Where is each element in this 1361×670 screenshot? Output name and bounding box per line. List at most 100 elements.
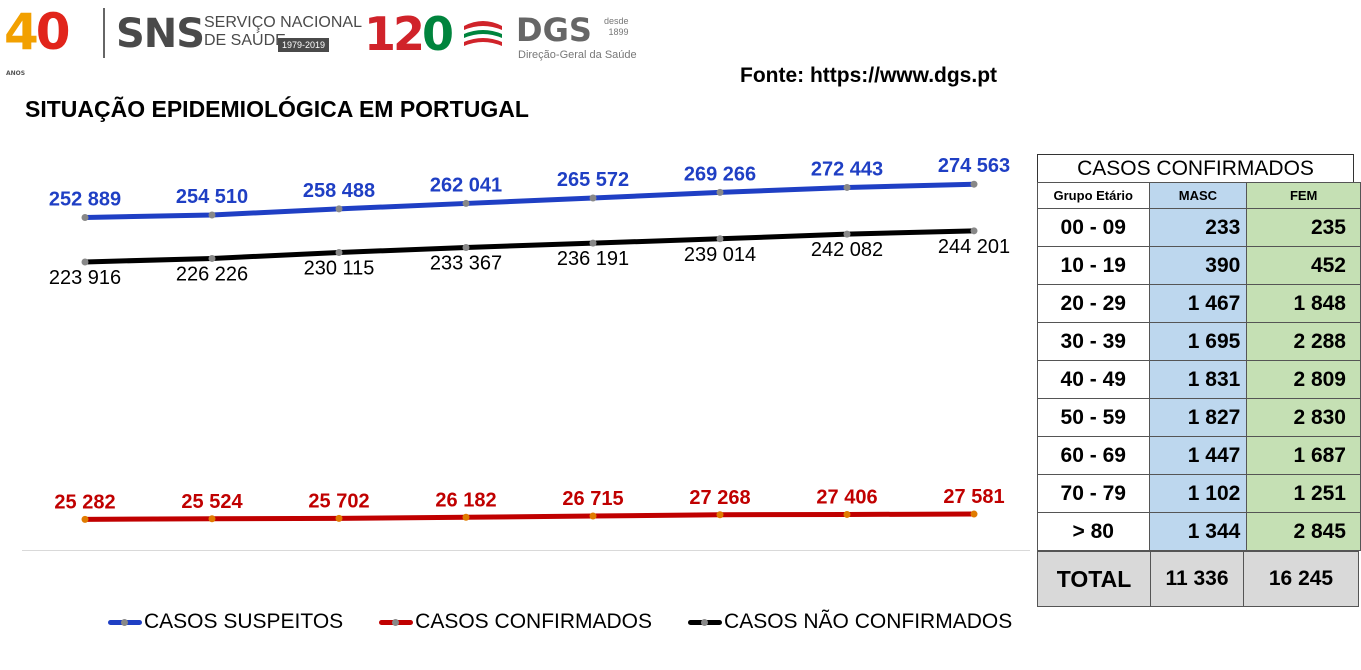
data-point <box>208 254 216 262</box>
dgs-since: desde 1899 <box>604 16 629 37</box>
sns-logo-subtitle: SERVIÇO NACIONAL DE SAÚDE <box>204 14 362 49</box>
legend-label-suspeitos: CASOS SUSPEITOS <box>144 610 344 633</box>
sns-logo: SNS <box>116 11 205 57</box>
data-point <box>462 243 470 251</box>
data-label: 269 266 <box>684 163 756 185</box>
data-label: 26 715 <box>562 488 623 510</box>
masc-cell: 1 102 <box>1148 474 1248 513</box>
fem-cell: 1 251 <box>1246 474 1361 513</box>
legend-swatch-nao-confirmados <box>688 618 723 626</box>
page-title: SITUAÇÃO EPIDEMIOLÓGICA EM PORTUGAL <box>25 96 529 122</box>
x-tick-label: 08-05 <box>694 569 745 570</box>
data-label: 244 201 <box>938 236 1010 258</box>
series-line-1 <box>82 228 977 265</box>
x-tick-label: 09-05 <box>821 569 872 570</box>
table-header-row: Grupo Etário MASC FEM <box>1037 182 1361 209</box>
epidemiological-line-chart: 252 889 254 510 258 488 262 041 265 572 269 2… <box>49 155 1010 570</box>
data-label: 272 443 <box>811 158 883 180</box>
table-row: > 80 1 344 2 845 <box>1037 512 1361 551</box>
legend-item-nao-confirmados: CASOS NÃO CONFIRMADOS <box>688 610 1012 634</box>
data-point <box>716 235 724 243</box>
fem-cell: 235 <box>1246 208 1361 247</box>
age-group-cell: 20 - 29 <box>1037 284 1150 323</box>
fem-cell: 2 809 <box>1246 360 1361 399</box>
data-label: 25 282 <box>54 491 115 513</box>
data-point <box>843 183 851 191</box>
data-point <box>970 227 978 235</box>
x-tick-label: 06-05 <box>440 569 491 570</box>
data-label: 258 488 <box>303 180 375 202</box>
data-point <box>716 188 724 196</box>
data-label: 25 524 <box>181 491 243 513</box>
data-label: 262 041 <box>430 174 502 196</box>
legend-label-nao-confirmados: CASOS NÃO CONFIRMADOS <box>724 610 1013 633</box>
age-group-cell: 40 - 49 <box>1037 360 1150 399</box>
chart-baseline <box>22 550 1030 551</box>
masc-cell: 1 831 <box>1148 360 1248 399</box>
dgs-logo: DGS <box>516 11 592 49</box>
x-tick-label: 05-05 <box>313 569 364 570</box>
table-row: 60 - 69 1 447 1 687 <box>1037 436 1361 475</box>
header-logos: 40 ANOS SNS SERVIÇO NACIONAL DE SAÚDE 197… <box>4 3 637 77</box>
data-point <box>589 512 597 520</box>
age-group-cell: 70 - 79 <box>1037 474 1150 513</box>
table-row: 30 - 39 1 695 2 288 <box>1037 322 1361 361</box>
header-fem: FEM <box>1246 182 1361 209</box>
total-masc: 11 336 <box>1150 551 1244 607</box>
data-point <box>843 510 851 518</box>
data-point <box>335 514 343 522</box>
data-label: 26 182 <box>435 489 496 511</box>
legend-label-confirmados: CASOS CONFIRMADOS <box>415 610 653 633</box>
header-masc: MASC <box>1148 182 1248 209</box>
x-tick-label: 10-05 <box>948 569 999 570</box>
x-tick-label: 07-05 <box>567 569 618 570</box>
x-tick-label: 04-05 <box>186 569 237 570</box>
dgs-120-anos-logo: 120 <box>364 7 454 61</box>
data-label: 223 916 <box>49 267 121 289</box>
age-group-cell: 50 - 59 <box>1037 398 1150 437</box>
data-label: 254 510 <box>176 186 248 208</box>
data-label: 27 406 <box>816 486 877 508</box>
data-point <box>208 211 216 219</box>
data-label: 239 014 <box>684 244 756 266</box>
masc-cell: 1 695 <box>1148 322 1248 361</box>
logo-divider <box>103 8 105 58</box>
sns-40-anos-logo: 40 ANOS <box>4 3 71 77</box>
data-point <box>970 510 978 518</box>
dgs-emblem-icon <box>464 21 502 46</box>
age-group-cell: 60 - 69 <box>1037 436 1150 475</box>
data-label: 27 581 <box>943 486 1004 508</box>
fem-cell: 1 848 <box>1246 284 1361 323</box>
chart-legend: CASOS SUSPEITOS CASOS CONFIRMADOS CASOS … <box>108 610 1048 634</box>
data-label: 27 268 <box>689 487 750 509</box>
legend-item-confirmados: CASOS CONFIRMADOS <box>379 610 652 634</box>
data-label: 226 226 <box>176 263 248 285</box>
data-point <box>81 515 89 523</box>
table-row: 70 - 79 1 102 1 251 <box>1037 474 1361 513</box>
age-group-cell: 10 - 19 <box>1037 246 1150 285</box>
data-point <box>335 205 343 213</box>
data-label: 25 702 <box>308 490 369 512</box>
data-point <box>843 230 851 238</box>
series-line-0 <box>82 181 977 220</box>
table-row: 20 - 29 1 467 1 848 <box>1037 284 1361 323</box>
data-label: 265 572 <box>557 169 629 191</box>
masc-cell: 233 <box>1148 208 1248 247</box>
fem-cell: 452 <box>1246 246 1361 285</box>
legend-swatch-suspeitos <box>108 618 142 626</box>
data-point <box>589 194 597 202</box>
data-point <box>462 199 470 207</box>
data-point <box>81 213 89 221</box>
data-point <box>208 515 216 523</box>
total-row: TOTAL 11 336 16 245 <box>1037 551 1359 607</box>
masc-cell: 1 827 <box>1148 398 1248 437</box>
masc-cell: 390 <box>1148 246 1248 285</box>
dgs-full-name: Direção-Geral da Saúde <box>518 49 637 61</box>
cases-by-age-table: Grupo Etário MASC FEM 00 - 09 233 235 10 - … <box>1037 182 1361 551</box>
series-line-2 <box>82 511 977 522</box>
table-row: 40 - 49 1 831 2 809 <box>1037 360 1361 399</box>
fem-cell: 2 845 <box>1246 512 1361 551</box>
age-group-cell: > 80 <box>1037 512 1150 551</box>
x-tick-label: 03-05 <box>59 569 110 570</box>
age-group-cell: 30 - 39 <box>1037 322 1150 361</box>
